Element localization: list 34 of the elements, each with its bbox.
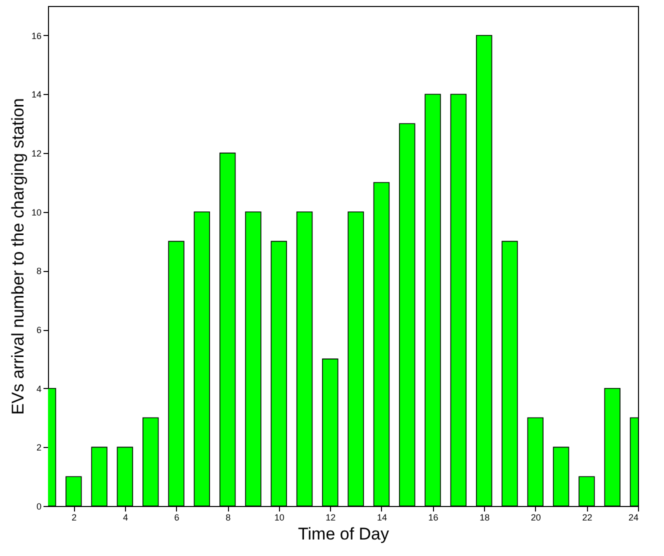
bar (552, 446, 570, 506)
x-tick-label: 8 (226, 512, 231, 522)
x-tick-label: 24 (628, 512, 638, 522)
bar (142, 417, 159, 506)
bar (502, 240, 518, 506)
x-tick-label: 12 (326, 512, 336, 522)
bar (194, 211, 210, 506)
x-tick-label: 14 (376, 512, 387, 522)
x-tick-label: 22 (582, 512, 592, 522)
bar (348, 211, 364, 506)
y-tick-label: 10 (31, 207, 42, 218)
x-tick-label: 2 (72, 512, 77, 522)
y-axis-title: EVs arrival number to the charging station (8, 98, 28, 415)
bar (450, 94, 467, 506)
y-tick-label: 2 (36, 442, 42, 453)
bar (91, 446, 108, 506)
x-tick-label: 20 (530, 512, 541, 522)
y-tick-label: 0 (36, 502, 42, 512)
y-tick-label: 6 (36, 325, 42, 336)
y-tick-label: 14 (31, 90, 42, 100)
x-tick-label: 10 (274, 512, 284, 522)
x-axis-title: Time of Day (298, 524, 390, 544)
bar (245, 211, 262, 506)
y-tick-label: 4 (36, 384, 42, 394)
y-tick-label: 12 (31, 148, 42, 159)
bar (399, 123, 416, 506)
y-tick-label: 8 (36, 266, 42, 276)
x-tick-label: 4 (122, 512, 128, 522)
bar (604, 388, 620, 506)
bar (296, 211, 313, 506)
x-tick-label: 18 (480, 512, 490, 522)
x-tick-label: 16 (428, 512, 438, 522)
y-tick-label: 16 (31, 30, 42, 41)
x-tick-label: 6 (174, 512, 180, 522)
